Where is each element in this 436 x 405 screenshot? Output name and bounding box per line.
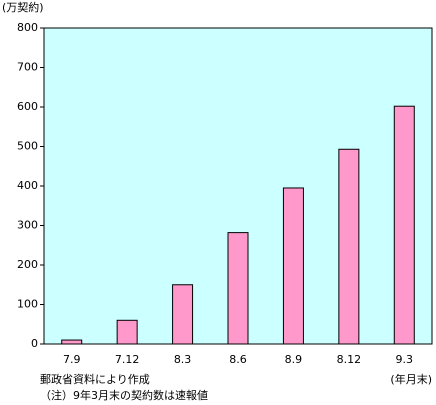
x-tick-label: 7.12: [115, 353, 140, 366]
y-tick-label: 600: [17, 100, 38, 113]
x-tick-label: 8.3: [174, 353, 192, 366]
y-tick-label: 200: [17, 258, 38, 271]
y-tick-label: 100: [17, 298, 38, 311]
bar: [393, 105, 415, 345]
x-tick-label: 8.9: [285, 353, 303, 366]
x-tick-label: 7.9: [63, 353, 81, 366]
y-axis-label: (万契約): [2, 0, 44, 14]
bar: [338, 148, 360, 345]
bar: [116, 319, 138, 345]
y-tick-label: 500: [17, 140, 38, 153]
x-tick-label: 8.12: [337, 353, 362, 366]
y-tick-label: 700: [17, 61, 38, 74]
y-tick-label: 300: [17, 219, 38, 232]
x-tick-label: 9.3: [396, 353, 414, 366]
bar: [227, 232, 249, 345]
x-axis-label: (年月末): [390, 372, 432, 386]
y-tick-label: 800: [17, 21, 38, 34]
note: （注）9年3月末の契約数は速報値: [40, 388, 208, 402]
y-tick-label: 0: [31, 337, 38, 350]
bar: [61, 339, 83, 345]
x-tick-label: 8.6: [229, 353, 247, 366]
bar: [282, 187, 304, 345]
note: 郵政省資料により作成: [40, 372, 150, 386]
bar: [172, 284, 194, 345]
y-tick-label: 400: [17, 179, 38, 192]
